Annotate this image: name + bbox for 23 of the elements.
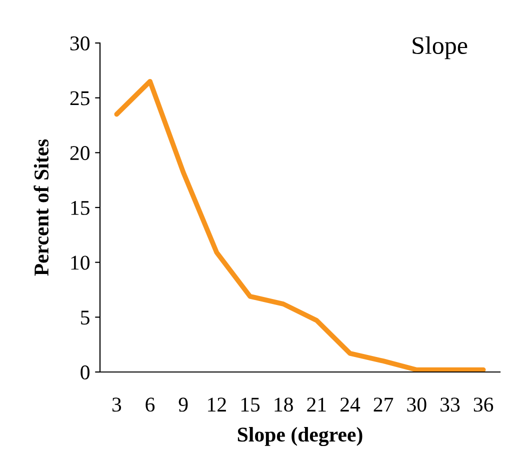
x-tick-label: 27	[374, 398, 394, 412]
y-tick-label: 10	[71, 256, 90, 270]
x-tick-label: 18	[274, 398, 293, 412]
x-tick-label: 6	[146, 398, 155, 412]
y-tick-label: 30	[70, 36, 90, 50]
x-tick-label: 30	[407, 398, 426, 412]
y-tick-label: 15	[71, 200, 90, 215]
chart-title: Slope	[412, 36, 468, 60]
x-axis-title: Slope (degree)	[238, 427, 362, 446]
x-tick-label: 36	[474, 398, 494, 412]
x-tick-label: 15	[241, 398, 260, 412]
y-axis-title: Percent of Sites	[34, 139, 49, 276]
line-series	[114, 78, 486, 372]
y-tick-label: 20	[70, 146, 90, 160]
x-tick-label: 21	[307, 398, 326, 412]
y-tick-label: 25	[70, 91, 90, 106]
x-tick-label: 24	[340, 398, 360, 412]
x-tick-label: 33	[440, 398, 460, 412]
x-tick-label: 9	[178, 398, 188, 412]
x-tick-label: 3	[112, 398, 122, 412]
y-tick-label: 5	[81, 310, 90, 325]
x-tick-label: 12	[208, 398, 226, 412]
y-tick-label: 0	[80, 365, 90, 380]
